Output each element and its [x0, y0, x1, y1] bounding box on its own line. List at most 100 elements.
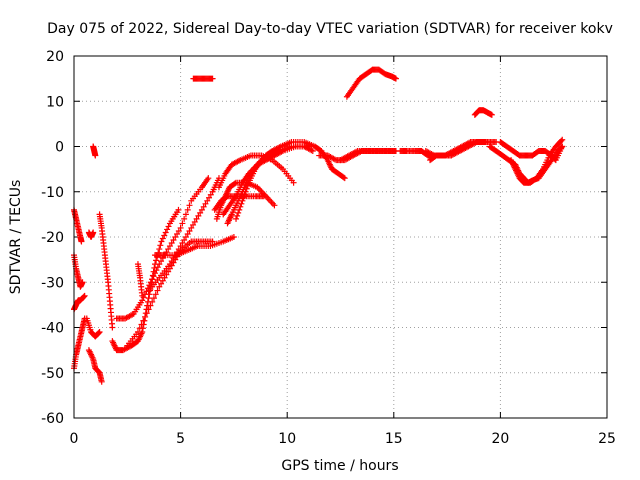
series-arc-ac — [422, 138, 489, 159]
data-point — [202, 200, 209, 207]
data-point — [240, 194, 247, 201]
data-point — [182, 211, 189, 218]
data-point — [186, 227, 193, 234]
data-point — [205, 175, 212, 182]
series-arc-c — [71, 292, 88, 313]
data-point — [193, 215, 200, 222]
data-point — [206, 194, 213, 201]
chart-title: Day 075 of 2022, Sidereal Day-to-day VTE… — [47, 21, 613, 37]
y-tick-label: -30 — [41, 275, 64, 291]
data-point — [156, 261, 163, 268]
y-tick-label: -10 — [41, 185, 64, 201]
data-point — [191, 218, 198, 225]
data-point — [305, 143, 312, 150]
data-point — [139, 292, 146, 299]
data-point — [80, 293, 87, 300]
data-point — [157, 242, 164, 249]
data-point — [154, 287, 161, 294]
series-arc-y — [337, 148, 399, 164]
x-tick-label: 15 — [385, 431, 403, 447]
data-point — [162, 229, 169, 236]
series-arc-o — [145, 175, 222, 295]
data-point — [153, 267, 160, 274]
data-point — [234, 212, 241, 219]
data-point — [147, 302, 154, 309]
data-point — [90, 229, 97, 236]
data-point — [271, 202, 278, 209]
data-point — [159, 255, 166, 262]
data-point — [559, 136, 566, 143]
data-point — [488, 111, 495, 118]
series-arc-f — [90, 143, 99, 159]
data-point — [156, 283, 163, 290]
data-point — [166, 243, 173, 250]
data-point — [242, 188, 249, 195]
data-point — [145, 306, 152, 313]
data-point — [152, 291, 159, 298]
data-point — [190, 221, 197, 228]
data-point — [207, 191, 214, 198]
data-point — [98, 378, 105, 385]
series-arc-a — [71, 206, 85, 245]
data-point — [172, 234, 179, 240]
data-point — [209, 75, 216, 82]
data-point — [340, 174, 347, 181]
data-point — [163, 249, 170, 256]
data-point — [168, 240, 175, 247]
data-point — [559, 143, 566, 150]
data-point — [168, 258, 175, 265]
data-point — [204, 197, 211, 204]
data-point — [237, 203, 244, 210]
series-arc-e — [85, 229, 97, 240]
data-point — [175, 227, 182, 234]
data-point — [195, 212, 202, 219]
y-tick-label: 20 — [46, 49, 64, 65]
x-tick-label: 10 — [278, 431, 296, 447]
data-point — [150, 295, 157, 302]
tick-layer: 0 5 10 15 20 25 -60 -50 -40 -30 -20 -10 0 10 20 — [41, 49, 616, 447]
data-point — [184, 206, 191, 213]
data-point — [198, 206, 205, 213]
data-point — [241, 191, 248, 198]
data-point — [78, 238, 85, 245]
series-arc-j — [109, 206, 182, 354]
data-point — [163, 271, 170, 278]
data-point — [243, 185, 250, 192]
x-axis-label: GPS time / hours — [281, 458, 398, 474]
y-tick-label: -40 — [41, 321, 64, 337]
data-point — [152, 270, 159, 277]
data-point — [154, 264, 161, 271]
data-point — [239, 197, 246, 204]
x-tick-label: 0 — [70, 431, 79, 447]
data-point — [92, 152, 99, 159]
series-arc-ad — [471, 107, 495, 118]
series-arc-v — [220, 143, 312, 218]
data-point — [482, 138, 489, 145]
series-arc-h — [85, 347, 105, 385]
data-point — [290, 179, 297, 186]
grid-layer — [74, 56, 607, 418]
series-arc-d — [71, 315, 88, 372]
data-point — [170, 237, 177, 244]
data-point — [166, 261, 173, 268]
data-point — [341, 175, 348, 182]
data-point — [197, 209, 204, 216]
data-point — [179, 220, 186, 227]
data-point — [175, 206, 182, 213]
data-point — [161, 274, 168, 281]
data-point — [175, 246, 182, 253]
data-point — [558, 137, 565, 144]
data-point — [188, 224, 195, 231]
data-point — [186, 202, 193, 209]
series-arc-i — [96, 211, 116, 331]
series-arc-g — [83, 315, 103, 340]
data-point — [164, 226, 171, 233]
y-axis-label: SDTVAR / TECUs — [8, 180, 24, 295]
series-arc-b — [71, 252, 86, 290]
data-point — [174, 249, 181, 256]
data-point — [159, 277, 166, 284]
data-point — [181, 215, 188, 222]
data-point — [165, 223, 172, 230]
data-point — [177, 243, 184, 250]
data-point — [149, 276, 156, 283]
